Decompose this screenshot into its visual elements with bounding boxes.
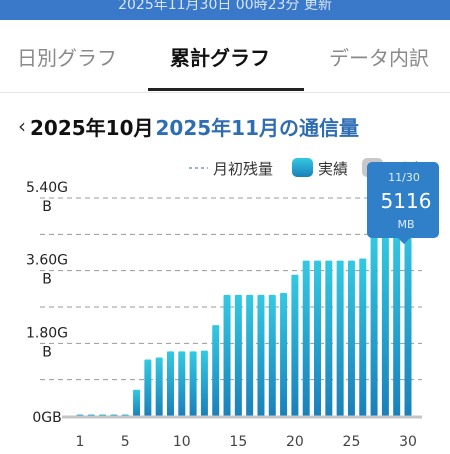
bar xyxy=(370,236,378,416)
status-text: 2025年11月30日 00時23分 更新 xyxy=(118,0,332,13)
y-tick-label: 5.40G B xyxy=(26,180,68,215)
bar xyxy=(404,214,412,416)
legend-actual-swatch xyxy=(292,158,313,177)
tooltip-box xyxy=(367,162,439,244)
legend-month-start-label: 月初残量 xyxy=(213,160,273,178)
bar xyxy=(155,357,163,416)
y-tick-label: 3.60G B xyxy=(26,253,68,288)
x-tick-label: 1 xyxy=(76,434,85,450)
bar xyxy=(291,274,299,416)
bar xyxy=(144,359,152,416)
value-tooltip: 11/30 5116 MB xyxy=(367,162,439,244)
y-tick-label: 0GB xyxy=(32,410,61,426)
x-tick-label: 15 xyxy=(229,434,247,450)
bar xyxy=(133,389,141,416)
bar xyxy=(381,232,389,416)
x-tick-label: 30 xyxy=(399,434,417,450)
chart-bars xyxy=(76,214,412,416)
y-tick-label: 1.80G B xyxy=(26,325,68,360)
bar xyxy=(166,351,174,416)
bar xyxy=(212,325,220,416)
chevron-left-icon[interactable]: ‹ xyxy=(18,114,26,138)
active-tab-indicator xyxy=(148,88,304,91)
bar xyxy=(223,294,231,416)
bar xyxy=(234,294,242,416)
bar xyxy=(280,292,288,416)
x-tick-label: 20 xyxy=(286,434,304,450)
x-tick-label: 5 xyxy=(121,434,130,450)
y-axis-labels: 0GB 1.80G B 3.60G B 5.40G B xyxy=(26,180,68,426)
bar xyxy=(359,258,367,416)
tooltip-date: 11/30 xyxy=(388,171,420,184)
bar xyxy=(336,260,344,416)
tooltip-unit: MB xyxy=(397,218,414,231)
prev-month-link[interactable]: 2025年10月 xyxy=(30,116,154,140)
bar xyxy=(200,350,208,416)
status-bar: 2025年11月30日 00時23分 更新 xyxy=(0,0,450,20)
chart-title: 2025年11月の通信量 xyxy=(155,116,360,140)
tab-bar: 日別グラフ 累計グラフ データ内訳 xyxy=(0,20,450,93)
bar xyxy=(246,294,254,416)
chart-gridlines xyxy=(40,197,422,381)
bar xyxy=(347,260,355,416)
bar xyxy=(257,294,265,416)
bar xyxy=(268,294,276,416)
x-tick-label: 10 xyxy=(173,434,191,450)
tooltip-value: 5116 xyxy=(381,189,432,213)
bar xyxy=(393,230,401,416)
bar xyxy=(189,351,197,416)
tab-cumulative-graph[interactable]: 累計グラフ xyxy=(170,46,270,70)
legend-actual-label: 実績 xyxy=(318,160,348,178)
bar xyxy=(302,260,310,416)
tab-data-breakdown[interactable]: データ内訳 xyxy=(329,46,429,70)
month-header: ‹ 2025年10月 2025年11月の通信量 xyxy=(18,112,359,146)
tab-daily-graph[interactable]: 日別グラフ xyxy=(17,46,117,70)
x-axis-labels: 1 5 10 15 20 25 30 xyxy=(76,434,417,450)
bar xyxy=(325,260,333,416)
bar xyxy=(314,260,322,416)
bar xyxy=(178,351,186,416)
x-tick-label: 25 xyxy=(343,434,361,450)
